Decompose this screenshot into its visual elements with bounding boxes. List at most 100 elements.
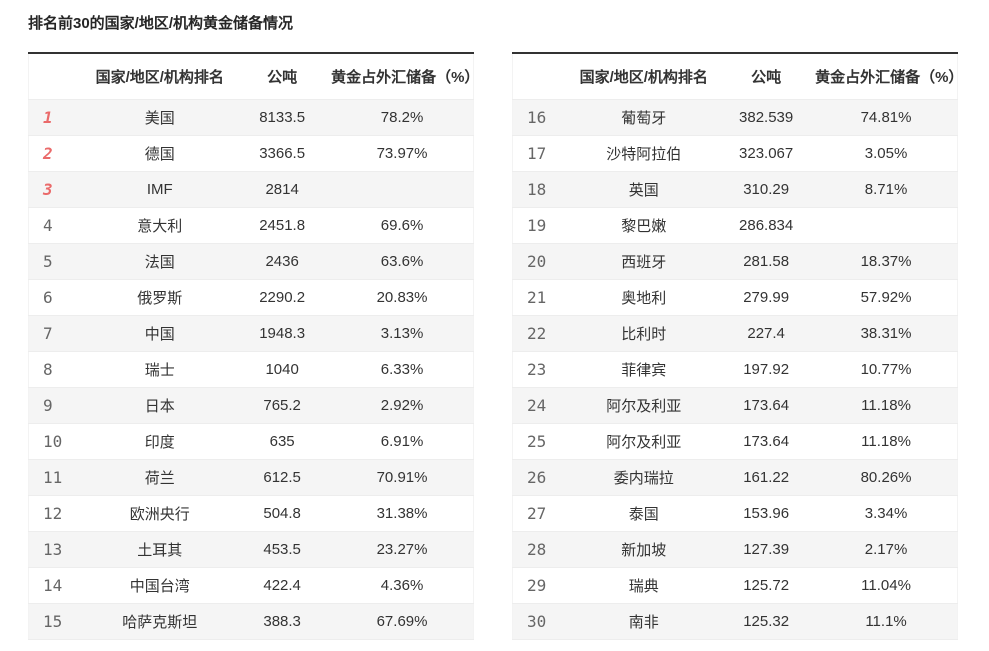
table-row: 21 奥地利 279.99 57.92%	[512, 278, 958, 315]
country-cell: 俄罗斯	[86, 278, 234, 315]
rank-cell: 29	[512, 566, 571, 603]
tonnes-cell: 127.39	[717, 530, 816, 567]
table-row: 6 俄罗斯 2290.2 20.83%	[28, 278, 474, 315]
table-row: 25 阿尔及利亚 173.64 11.18%	[512, 422, 958, 459]
table-row: 19 黎巴嫩 286.834	[512, 206, 958, 243]
pct-cell: 6.33%	[331, 350, 474, 387]
rank-cell: 4	[28, 206, 87, 243]
table-row: 7 中国 1948.3 3.13%	[28, 314, 474, 351]
rank-cell: 17	[512, 134, 571, 171]
rank-cell: 30	[512, 602, 571, 639]
rank-column-header	[28, 53, 87, 99]
country-cell: 西班牙	[570, 242, 718, 279]
tonnes-cell: 8133.5	[233, 98, 332, 135]
country-cell: 沙特阿拉伯	[570, 134, 718, 171]
tonnes-cell: 635	[233, 422, 332, 459]
country-cell: 哈萨克斯坦	[86, 602, 234, 639]
table-row: 20 西班牙 281.58 18.37%	[512, 242, 958, 279]
country-cell: 新加坡	[570, 530, 718, 567]
header-row: 国家/地区/机构排名 公吨 黄金占外汇储备（%）	[512, 53, 963, 99]
rank-cell: 22	[512, 314, 571, 351]
country-cell: 葡萄牙	[570, 98, 718, 135]
tonnes-cell: 2451.8	[233, 206, 332, 243]
country-cell: 土耳其	[86, 530, 234, 567]
gold-reserves-table-right: 国家/地区/机构排名 公吨 黄金占外汇储备（%） 16 葡萄牙 382.539 74.…	[512, 52, 963, 640]
pct-cell: 3.05%	[815, 134, 958, 171]
rank-cell: 25	[512, 422, 571, 459]
rank-cell: 23	[512, 350, 571, 387]
country-cell: 南非	[570, 602, 718, 639]
pct-cell: 78.2%	[331, 98, 474, 135]
tonnes-cell: 173.64	[717, 386, 816, 423]
tonnes-cell: 125.32	[717, 602, 816, 639]
header-row: 国家/地区/机构排名 公吨 黄金占外汇储备（%）	[28, 53, 479, 99]
page-title: 排名前30的国家/地区/机构黄金储备情况	[28, 15, 294, 32]
tonnes-cell: 765.2	[233, 386, 332, 423]
table-row: 14 中国台湾 422.4 4.36%	[28, 566, 474, 603]
rank-cell: 11	[28, 458, 87, 495]
country-cell: 日本	[86, 386, 234, 423]
rank-cell: 5	[28, 242, 87, 279]
rank-cell: 20	[512, 242, 571, 279]
tonnes-cell: 382.539	[717, 98, 816, 135]
pct-cell: 74.81%	[815, 98, 958, 135]
country-cell: 委内瑞拉	[570, 458, 718, 495]
rank-cell: 14	[28, 566, 87, 603]
rank-cell: 24	[512, 386, 571, 423]
tonnes-cell: 227.4	[717, 314, 816, 351]
rank-cell: 1	[28, 98, 87, 135]
rank-cell: 10	[28, 422, 87, 459]
table-row: 29 瑞典 125.72 11.04%	[512, 566, 958, 603]
table-row: 9 日本 765.2 2.92%	[28, 386, 474, 423]
tonnes-cell: 153.96	[717, 494, 816, 531]
rank-cell: 18	[512, 170, 571, 207]
rank-cell: 13	[28, 530, 87, 567]
pct-cell: 3.34%	[815, 494, 958, 531]
table-row: 2 德国 3366.5 73.97%	[28, 134, 474, 171]
country-cell: 瑞典	[570, 566, 718, 603]
name-column-header: 国家/地区/机构排名	[570, 53, 718, 99]
pct-cell: 31.38%	[331, 494, 474, 531]
pct-column-header: 黄金占外汇储备（%）	[331, 53, 479, 99]
tonnes-cell: 281.58	[717, 242, 816, 279]
tonnes-cell: 125.72	[717, 566, 816, 603]
table-row: 22 比利时 227.4 38.31%	[512, 314, 958, 351]
gold-reserves-table-left: 国家/地区/机构排名 公吨 黄金占外汇储备（%） 1 美国 8133.5 78.2% 2…	[28, 52, 479, 640]
table-row: 16 葡萄牙 382.539 74.81%	[512, 98, 958, 135]
pct-cell: 6.91%	[331, 422, 474, 459]
rank-cell: 27	[512, 494, 571, 531]
pct-column-header: 黄金占外汇储备（%）	[815, 53, 963, 99]
table-row: 18 英国 310.29 8.71%	[512, 170, 958, 207]
country-cell: IMF	[86, 170, 234, 207]
country-cell: 德国	[86, 134, 234, 171]
country-cell: 阿尔及利亚	[570, 386, 718, 423]
pct-cell: 4.36%	[331, 566, 474, 603]
tables-container: 国家/地区/机构排名 公吨 黄金占外汇储备（%） 1 美国 8133.5 78.2% 2…	[28, 52, 989, 640]
country-cell: 印度	[86, 422, 234, 459]
tonnes-column-header: 公吨	[233, 53, 332, 99]
table-row: 27 泰国 153.96 3.34%	[512, 494, 958, 531]
country-cell: 法国	[86, 242, 234, 279]
rank-cell: 8	[28, 350, 87, 387]
tonnes-cell: 3366.5	[233, 134, 332, 171]
pct-cell: 20.83%	[331, 278, 474, 315]
table-row: 8 瑞士 1040 6.33%	[28, 350, 474, 387]
tonnes-cell: 197.92	[717, 350, 816, 387]
table-row: 11 荷兰 612.5 70.91%	[28, 458, 474, 495]
rank-cell: 7	[28, 314, 87, 351]
country-cell: 荷兰	[86, 458, 234, 495]
rank-cell: 9	[28, 386, 87, 423]
tonnes-cell: 1040	[233, 350, 332, 387]
pct-cell: 73.97%	[331, 134, 474, 171]
table-row: 24 阿尔及利亚 173.64 11.18%	[512, 386, 958, 423]
tonnes-cell: 279.99	[717, 278, 816, 315]
tonnes-cell: 504.8	[233, 494, 332, 531]
rank-cell: 19	[512, 206, 571, 243]
table-row: 1 美国 8133.5 78.2%	[28, 98, 474, 135]
table-row: 15 哈萨克斯坦 388.3 67.69%	[28, 602, 474, 639]
pct-cell: 2.17%	[815, 530, 958, 567]
pct-cell	[331, 170, 474, 207]
country-cell: 意大利	[86, 206, 234, 243]
country-cell: 菲律宾	[570, 350, 718, 387]
